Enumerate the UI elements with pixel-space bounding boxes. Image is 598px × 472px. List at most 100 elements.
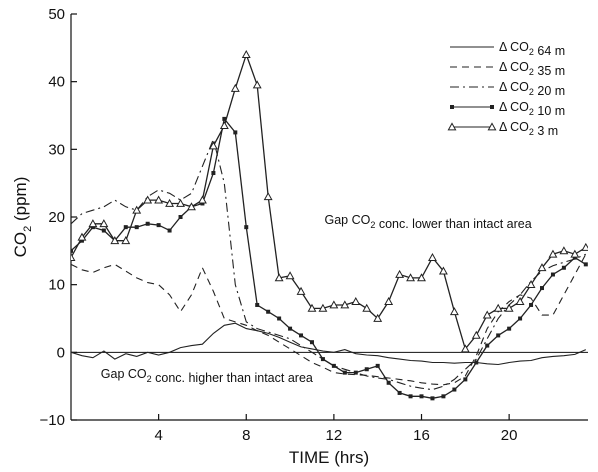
y-tick-label: −10 bbox=[40, 412, 65, 429]
text-part: conc. higher than intact area bbox=[152, 371, 313, 385]
data-point bbox=[438, 266, 448, 275]
series-line bbox=[71, 322, 587, 366]
data-point bbox=[559, 246, 569, 255]
data-point bbox=[233, 130, 238, 135]
data-point bbox=[90, 225, 95, 230]
data-point bbox=[539, 286, 544, 291]
data-point bbox=[452, 387, 457, 392]
data-point bbox=[526, 280, 536, 289]
data-point bbox=[570, 249, 580, 258]
data-point bbox=[386, 380, 391, 385]
data-point bbox=[460, 344, 470, 353]
text-part: Δ bbox=[499, 80, 510, 94]
legend-marker bbox=[447, 122, 457, 131]
data-point bbox=[99, 219, 109, 228]
text-part: CO bbox=[510, 80, 529, 94]
data-point bbox=[395, 269, 405, 278]
data-point bbox=[79, 238, 84, 243]
data-point bbox=[318, 303, 328, 312]
text-part: Δ bbox=[499, 100, 510, 114]
text-part: CO bbox=[510, 40, 529, 54]
legend-item-1: Δ CO2 35 m bbox=[450, 60, 565, 78]
data-point bbox=[101, 228, 106, 233]
x-tick-label: 8 bbox=[242, 427, 250, 444]
series-4 bbox=[71, 49, 588, 353]
x-tick-label: 16 bbox=[413, 427, 430, 444]
data-point bbox=[71, 248, 73, 253]
x-axis-label: TIME (hrs) bbox=[289, 448, 369, 467]
data-point bbox=[493, 303, 503, 312]
x-axis-ticks: 4 8 12 16 20 bbox=[154, 414, 517, 444]
subscript: 2 bbox=[529, 87, 534, 97]
data-point bbox=[266, 309, 271, 314]
data-point bbox=[474, 360, 479, 365]
data-point bbox=[463, 377, 468, 382]
data-point bbox=[419, 394, 424, 399]
legend-label: Δ CO2 3 m bbox=[499, 120, 558, 138]
data-point bbox=[274, 273, 284, 282]
data-point bbox=[167, 228, 172, 233]
subscript: 2 bbox=[370, 220, 375, 230]
legend-marker bbox=[487, 122, 497, 131]
legend-item-3: Δ CO2 10 m bbox=[450, 100, 565, 118]
data-point bbox=[441, 394, 446, 399]
data-point bbox=[320, 357, 325, 362]
data-point bbox=[110, 236, 120, 245]
subscript: 2 bbox=[529, 107, 534, 117]
legend-label: Δ CO2 20 m bbox=[499, 80, 565, 98]
data-point bbox=[428, 252, 437, 261]
legend-label: Δ CO2 64 m bbox=[499, 40, 565, 58]
annotation-higher-text: Gap CO2 conc. higher than intact area bbox=[101, 367, 313, 385]
data-point bbox=[504, 303, 514, 312]
data-point bbox=[187, 202, 196, 211]
data-point bbox=[88, 219, 98, 228]
data-point bbox=[548, 249, 558, 258]
y-axis-ticks: −10 0 10 20 30 40 50 bbox=[40, 6, 77, 429]
subscript: 2 bbox=[529, 67, 534, 77]
data-point bbox=[581, 242, 588, 251]
text-part: CO bbox=[352, 213, 371, 227]
text-part: Δ bbox=[499, 40, 510, 54]
data-point bbox=[449, 307, 459, 316]
legend-label: Δ CO2 10 m bbox=[499, 100, 565, 118]
data-point bbox=[145, 221, 150, 226]
x-tick-label: 12 bbox=[326, 427, 343, 444]
annotation-lower: Gap CO2 conc. lower than intact area bbox=[324, 213, 531, 231]
x-tick-label: 4 bbox=[154, 427, 162, 444]
data-point bbox=[299, 333, 304, 338]
y-tick-label: 50 bbox=[48, 6, 65, 23]
data-point bbox=[550, 272, 555, 277]
data-point bbox=[307, 303, 317, 312]
legend: Δ CO2 64 mΔ CO2 35 mΔ CO2 20 mΔ CO2 10 m… bbox=[447, 40, 565, 138]
data-point bbox=[255, 302, 260, 307]
data-point bbox=[471, 330, 481, 339]
data-point bbox=[176, 198, 185, 207]
subscript: 2 bbox=[147, 374, 152, 384]
legend-label: Δ CO2 35 m bbox=[499, 60, 565, 78]
annotation-lower-text: Gap CO2 conc. lower than intact area bbox=[324, 213, 531, 231]
y-tick-label: 0 bbox=[57, 344, 65, 361]
data-point bbox=[121, 236, 131, 245]
text-part: 10 m bbox=[534, 104, 565, 118]
y-axis-label-unit: (ppm) bbox=[11, 177, 30, 226]
data-point bbox=[329, 300, 339, 309]
data-point bbox=[263, 192, 273, 201]
data-point bbox=[143, 195, 153, 204]
text-part: 35 m bbox=[534, 64, 565, 78]
text-part: conc. lower than intact area bbox=[375, 217, 531, 231]
y-axis-label: CO2 (ppm) bbox=[11, 177, 34, 258]
y-tick-label: 20 bbox=[48, 209, 65, 226]
data-point bbox=[572, 255, 577, 260]
data-point bbox=[529, 302, 534, 307]
data-point bbox=[482, 310, 492, 319]
y-axis-label-main: CO bbox=[11, 232, 30, 258]
series-layer bbox=[71, 49, 588, 401]
data-point bbox=[288, 326, 293, 331]
data-point bbox=[154, 195, 164, 204]
data-point bbox=[241, 49, 251, 58]
data-point bbox=[537, 263, 547, 272]
data-point bbox=[134, 225, 139, 230]
text-part: 3 m bbox=[534, 124, 558, 138]
data-point bbox=[384, 296, 394, 305]
data-point bbox=[230, 83, 240, 92]
